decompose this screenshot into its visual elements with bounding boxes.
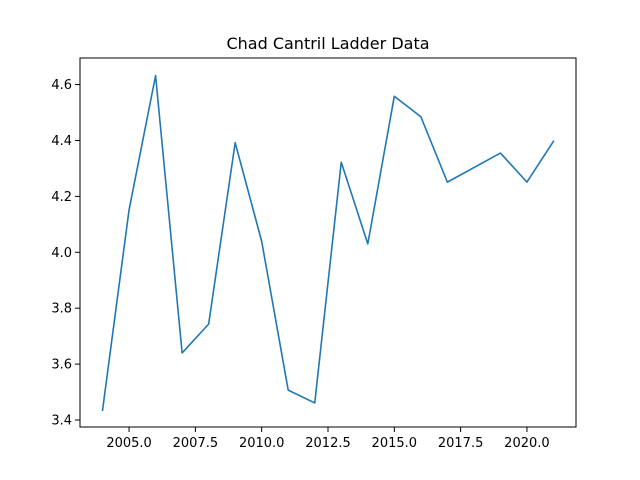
y-tick-label: 3.6 xyxy=(51,358,72,373)
x-tick-label: 2010.0 xyxy=(239,436,285,451)
series-line-0 xyxy=(101,74,555,412)
y-tick-label: 3.4 xyxy=(51,414,72,429)
x-tick-label: 2005.0 xyxy=(106,436,152,451)
plot-area xyxy=(101,74,555,412)
y-tick-label: 4.2 xyxy=(51,190,72,205)
x-tick-label: 2007.5 xyxy=(173,436,219,451)
y-tick-label: 4.6 xyxy=(51,78,72,93)
chart-title: Chad Cantril Ladder Data xyxy=(226,34,429,53)
y-axis: 3.4 3.6 3.8 4.0 4.2 4.4 4.6 xyxy=(51,78,80,429)
y-tick-label: 3.8 xyxy=(51,302,72,317)
y-tick-label: 4.4 xyxy=(51,134,72,149)
x-tick-label: 2012.5 xyxy=(305,436,351,451)
x-tick-label: 2017.5 xyxy=(438,436,484,451)
y-tick-label: 4.0 xyxy=(51,246,72,261)
x-tick-label: 2015.0 xyxy=(372,436,418,451)
x-axis: 2005.0 2007.5 2010.0 2012.5 2015.0 2017.5 2020… xyxy=(106,427,550,451)
x-tick-label: 2020.0 xyxy=(504,436,550,451)
